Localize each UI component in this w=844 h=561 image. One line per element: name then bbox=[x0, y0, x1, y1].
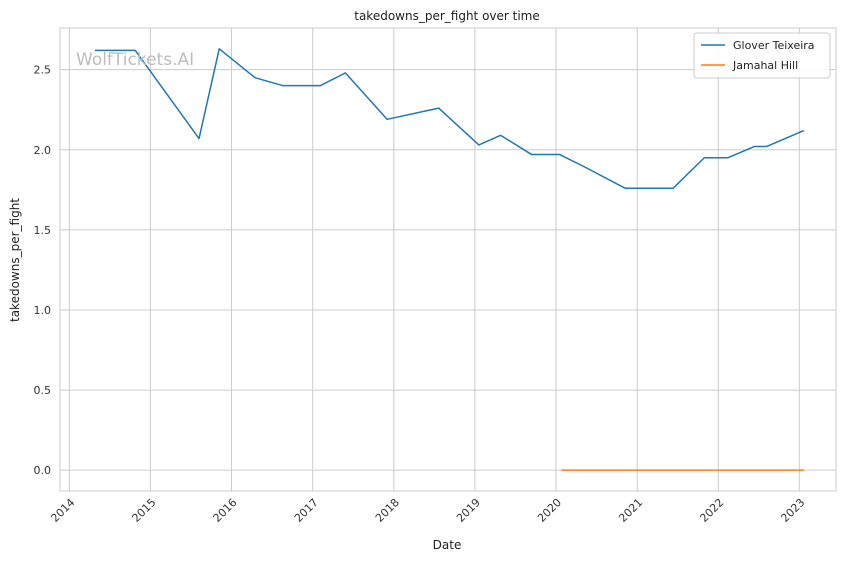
series-layer bbox=[94, 48, 805, 471]
x-axis-label: Date bbox=[433, 538, 462, 552]
legend-label-jamahal-hill: Jamahal Hill bbox=[732, 59, 798, 72]
y-tick-label: 0.5 bbox=[34, 384, 52, 397]
y-tick-label: 2.5 bbox=[34, 64, 52, 77]
x-tick-labels: 2014 2015 2016 2017 2018 2019 2020 2021 2022 2023 bbox=[48, 496, 807, 525]
chart-title: takedowns_per_fight over time bbox=[354, 9, 540, 23]
y-tick-label: 1.0 bbox=[34, 304, 52, 317]
series-line-glover-teixeira bbox=[94, 48, 805, 189]
plot-frame bbox=[59, 27, 837, 492]
grid-layer bbox=[60, 28, 836, 491]
legend-box bbox=[693, 32, 831, 79]
legend-label-glover-teixeira: Glover Teixeira bbox=[733, 39, 815, 52]
y-tick-labels: 0.0 0.5 1.0 1.5 2.0 2.5 bbox=[34, 64, 52, 478]
watermark-logo: WolfTickets.AI bbox=[76, 50, 194, 70]
legend: Glover Teixeira Jamahal Hill bbox=[693, 32, 831, 79]
y-tick-label: 2.0 bbox=[34, 144, 52, 157]
y-axis-label: takedowns_per_fight bbox=[8, 198, 22, 322]
y-tick-label: 1.5 bbox=[34, 224, 52, 237]
y-tick-label: 0.0 bbox=[34, 464, 52, 477]
